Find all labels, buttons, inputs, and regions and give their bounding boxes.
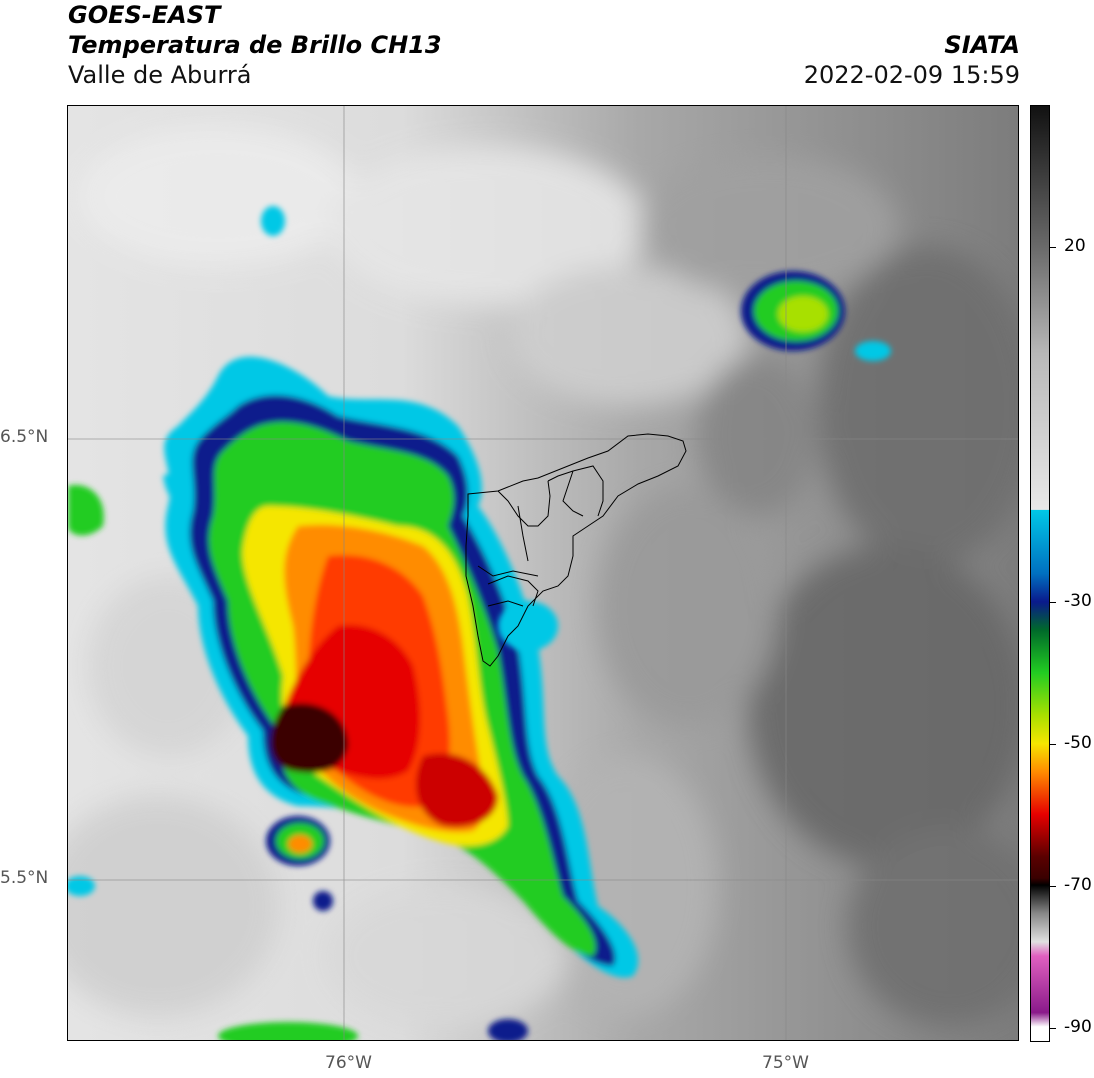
product-title: Temperatura de Brillo CH13	[68, 31, 442, 59]
colorbar-tick-label: -70	[1064, 874, 1092, 895]
colorbar-tick	[1050, 885, 1056, 887]
municipal-boundaries	[465, 433, 687, 667]
storm-cell-northeast	[741, 271, 891, 361]
satellite-map	[67, 105, 1019, 1041]
satellite-title: GOES-EAST	[68, 1, 221, 29]
convective-storm	[68, 356, 639, 978]
lon-label-76w: 76°W	[325, 1053, 372, 1073]
lon-label-75w: 75°W	[762, 1053, 809, 1073]
agency-label: SIATA	[944, 31, 1020, 59]
graticule	[68, 106, 1018, 1040]
timestamp-label: 2022-02-09 15:59	[803, 61, 1020, 89]
colorbar-tick-label: 20	[1064, 235, 1086, 256]
map-canvas	[68, 106, 1018, 1040]
colorbar-tick	[1050, 601, 1056, 603]
colorbar-tick-label: -30	[1064, 590, 1092, 611]
region-label: Valle de Aburrá	[68, 61, 252, 89]
colorbar	[1030, 105, 1050, 1042]
colorbar-tick-label: -50	[1064, 732, 1092, 753]
title-block: GOES-EAST Temperatura de Brillo CH13 Val…	[68, 0, 442, 90]
lat-label-5-5: 5.5°N	[0, 868, 49, 888]
lat-label-6-5: 6.5°N	[0, 427, 49, 447]
colorbar-tick-label: -90	[1064, 1016, 1092, 1037]
header-right: SIATA 2022-02-09 15:59	[804, 30, 1020, 90]
storm-cell-small	[68, 206, 558, 1040]
colorbar-tick	[1050, 743, 1056, 745]
colorbar-tick	[1050, 1027, 1056, 1029]
colorbar-tick	[1050, 246, 1056, 248]
